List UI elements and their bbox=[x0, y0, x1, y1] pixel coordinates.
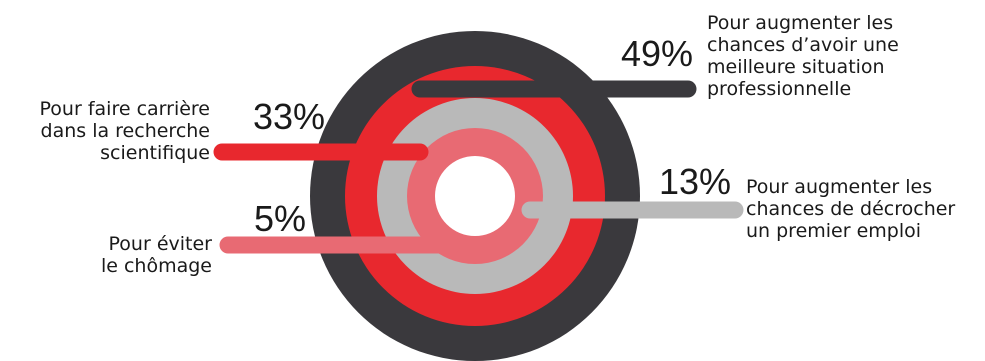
category-label-series-3: Pour éviter le chômage bbox=[0, 233, 212, 277]
label-line: un premier emploi bbox=[746, 220, 922, 242]
label-line: Pour faire carrière bbox=[39, 98, 210, 120]
center-hole bbox=[435, 156, 515, 236]
label-line: professionnelle bbox=[707, 78, 852, 100]
value-label-series-3: 5% bbox=[254, 198, 307, 239]
label-line: dans la recherche bbox=[40, 120, 210, 142]
label-line: le chômage bbox=[100, 255, 212, 277]
value-label-series-1: 33% bbox=[253, 96, 326, 137]
value-label-series-2: 13% bbox=[659, 161, 732, 202]
category-label-series-0: Pour augmenter les chances d’avoir une m… bbox=[707, 12, 899, 100]
label-line: Pour éviter bbox=[108, 233, 212, 255]
label-line: meilleure situation bbox=[707, 56, 885, 78]
connectors-group bbox=[213, 80, 744, 254]
category-label-series-2: Pour augmenter les chances de décrocher … bbox=[746, 176, 955, 242]
label-line: chances d’avoir une bbox=[707, 34, 899, 56]
label-line: Pour augmenter les bbox=[707, 12, 894, 34]
label-line: scientifique bbox=[100, 142, 210, 164]
category-label-series-1: Pour faire carrière dans la recherche sc… bbox=[0, 98, 210, 164]
value-label-series-0: 49% bbox=[621, 33, 694, 74]
label-line: chances de décrocher bbox=[746, 198, 956, 220]
label-line: Pour augmenter les bbox=[746, 176, 933, 198]
